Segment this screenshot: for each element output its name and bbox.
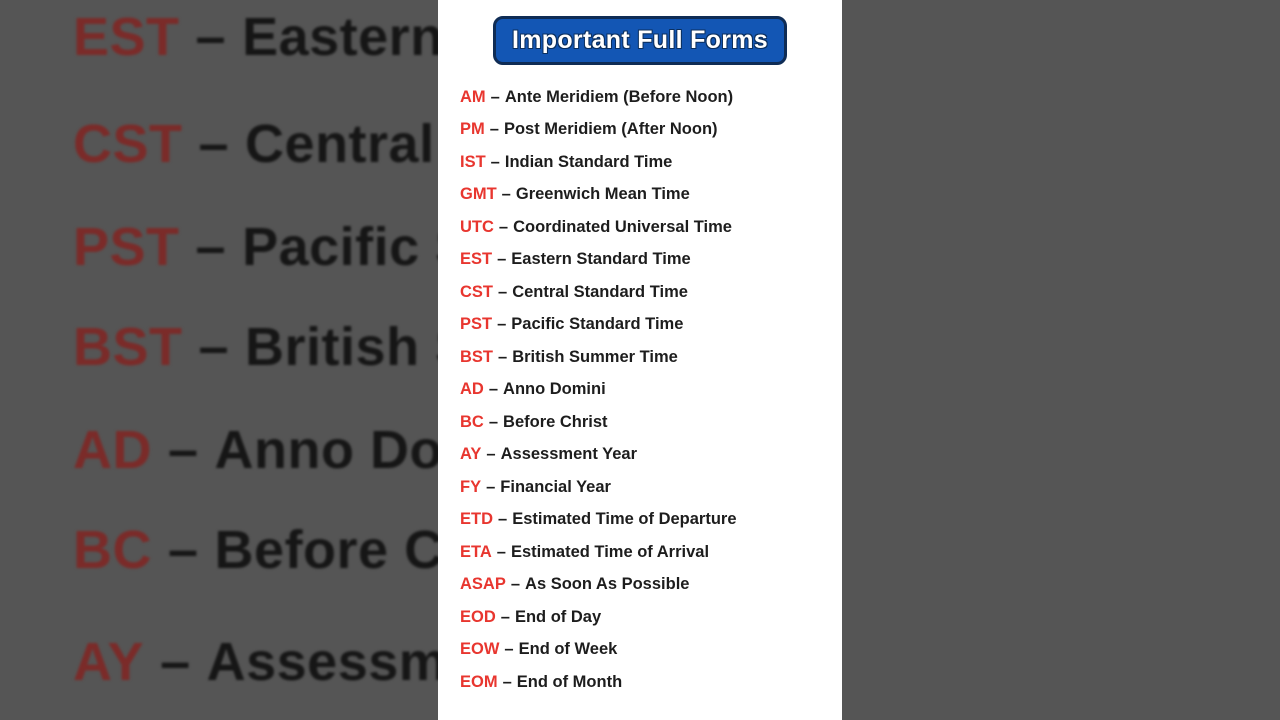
dash: – xyxy=(498,347,508,366)
list-item: EST – Eastern Standard Time xyxy=(460,244,842,277)
dash: – xyxy=(168,420,199,480)
full-form: Estimated Time of Departure xyxy=(512,510,737,529)
dash: – xyxy=(490,152,500,171)
dash: – xyxy=(488,380,499,399)
full-form: Financial Year xyxy=(500,477,611,496)
abbreviation: PST xyxy=(460,315,493,334)
abbreviation: BC xyxy=(460,412,484,431)
abbreviation: ASAP xyxy=(460,575,506,594)
full-form: Eastern Standard Time xyxy=(511,250,691,269)
dash: – xyxy=(496,542,506,561)
page-title: Important Full Forms xyxy=(493,16,787,65)
full-form: British Summer Time xyxy=(512,347,678,366)
list-item: ASAP – As Soon As Possible xyxy=(460,569,842,602)
content-card: Important Full Forms AM – Ante Meridiem (B… xyxy=(438,0,842,720)
abbreviation: IST xyxy=(460,152,486,171)
abbreviation: CST xyxy=(460,282,493,301)
list-item: AY – Assessment Year xyxy=(460,439,842,472)
title-container: Important Full Forms xyxy=(438,16,842,65)
dash: – xyxy=(498,510,508,529)
abbreviation: UTC xyxy=(460,217,494,236)
list-item: ETA – Estimated Time of Arrival xyxy=(460,536,842,569)
dash: – xyxy=(486,477,496,496)
abbreviation: CST xyxy=(73,114,183,174)
full-form: Central Standard Time xyxy=(512,282,688,301)
dash: – xyxy=(504,640,514,659)
full-form: Coordinated Universal Time xyxy=(513,217,732,236)
dash: – xyxy=(160,632,191,692)
abbreviation: EOW xyxy=(460,640,500,659)
dash: – xyxy=(168,520,199,580)
dash: – xyxy=(195,217,227,277)
abbreviation: BST xyxy=(73,317,183,377)
list-item: GMT – Greenwich Mean Time xyxy=(460,179,842,212)
list-item: PM – Post Meridiem (After Noon) xyxy=(460,114,842,147)
list-item: BST – British Summer Time xyxy=(460,341,842,374)
abbreviation: ETD xyxy=(460,510,493,529)
full-form: Ante Meridiem (Before Noon) xyxy=(504,87,734,106)
abbreviation: EST xyxy=(460,250,493,269)
full-form: As Soon As Possible xyxy=(525,575,690,594)
list-item: PST – Pacific Standard Time xyxy=(460,309,842,342)
full-form: Assessment Year xyxy=(500,445,637,464)
dash: – xyxy=(498,217,509,236)
list-item: EOW – End of Week xyxy=(460,634,842,667)
full-form: Anno Domini xyxy=(503,380,606,399)
dash: – xyxy=(198,317,230,377)
abbreviation: BC xyxy=(73,520,152,580)
dash: – xyxy=(500,607,510,626)
full-form: Post Meridiem (After Noon) xyxy=(503,120,718,139)
list-item: ETD – Estimated Time of Departure xyxy=(460,504,842,537)
dash: – xyxy=(490,87,500,106)
dash: – xyxy=(510,575,521,594)
dash: – xyxy=(497,315,507,334)
dash: – xyxy=(195,7,227,67)
list-item: AM – Ante Meridiem (Before Noon) xyxy=(460,81,842,114)
abbreviation: PM xyxy=(460,120,485,139)
dash: – xyxy=(502,672,512,691)
abbreviation: AD xyxy=(460,380,484,399)
abbreviation: AM xyxy=(460,87,486,106)
abbreviation: AY xyxy=(73,632,145,692)
abbreviation: PST xyxy=(73,217,180,277)
list-item: EOD – End of Day xyxy=(460,601,842,634)
abbreviation: GMT xyxy=(460,185,497,204)
full-form: Pacific Standard Time xyxy=(511,315,684,334)
abbreviation: EST xyxy=(73,7,180,67)
full-form: End of Day xyxy=(514,607,602,626)
list-item: CST – Central Standard Time xyxy=(460,276,842,309)
full-form: Indian Standard Time xyxy=(504,152,673,171)
dash: – xyxy=(489,120,499,139)
full-form: End of Month xyxy=(516,672,623,691)
list-item: EOM – End of Month xyxy=(460,666,842,699)
list-item: BC – Before Christ xyxy=(460,406,842,439)
list-item: UTC – Coordinated Universal Time xyxy=(460,211,842,244)
dash: – xyxy=(501,185,511,204)
list-item: IST – Indian Standard Time xyxy=(460,146,842,179)
abbreviation: AD xyxy=(73,420,152,480)
dash: – xyxy=(488,412,499,431)
abbreviation: EOD xyxy=(460,607,496,626)
list-item: FY – Financial Year xyxy=(460,471,842,504)
abbreviation: AY xyxy=(460,445,482,464)
dash: – xyxy=(198,114,230,174)
dash: – xyxy=(486,445,496,464)
abbreviation: ETA xyxy=(460,542,492,561)
full-form: Greenwich Mean Time xyxy=(515,185,690,204)
abbreviation: EOM xyxy=(460,672,498,691)
full-form: Estimated Time of Arrival xyxy=(510,542,710,561)
abbreviation: BST xyxy=(460,347,493,366)
full-form: End of Week xyxy=(518,640,618,659)
full-form: Before Christ xyxy=(503,412,608,431)
abbreviation: FY xyxy=(460,477,482,496)
list-item: AD – Anno Domini xyxy=(460,374,842,407)
dash: – xyxy=(498,282,508,301)
dash: – xyxy=(497,250,507,269)
full-forms-list: AM – Ante Meridiem (Before Noon) PM – Post M… xyxy=(438,81,842,699)
